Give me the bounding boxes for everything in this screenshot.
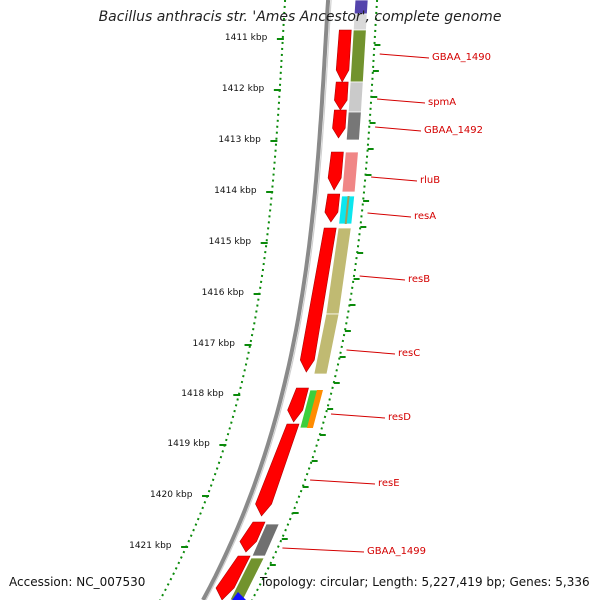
backbone-highlight bbox=[205, 0, 332, 600]
gene-label-rese[interactable]: resE bbox=[378, 478, 400, 489]
gene-leader-line bbox=[371, 176, 418, 182]
gene-leader-line bbox=[379, 53, 430, 59]
scale-label-1419: 1419 kbp bbox=[167, 439, 210, 449]
cds-arrow bbox=[239, 521, 266, 553]
scale-label-1421: 1421 kbp bbox=[129, 541, 172, 551]
gene-block-gbaa-1492 bbox=[345, 111, 362, 141]
cds-arrow bbox=[324, 193, 341, 223]
gene-leader-line bbox=[359, 275, 406, 281]
cds-arrow bbox=[335, 29, 352, 83]
gene-label-gbaa-1492[interactable]: GBAA_1492 bbox=[424, 125, 484, 136]
cds-arrow bbox=[215, 555, 251, 600]
gene-label-resa[interactable]: resA bbox=[414, 211, 437, 222]
gene-label-gbaa-1490[interactable]: GBAA_1490 bbox=[432, 52, 492, 63]
scale-label-1420: 1420 kbp bbox=[150, 490, 193, 500]
blue-feature-marker bbox=[232, 592, 246, 600]
topology-text: Topology: circular; Length: 5,227,419 bp… bbox=[260, 575, 590, 589]
right-ruler-dotted bbox=[251, 0, 379, 600]
gene-label-resb[interactable]: resB bbox=[408, 274, 431, 285]
cds-arrow bbox=[299, 227, 337, 373]
cds-arrow bbox=[332, 109, 347, 139]
scale-label-1414: 1414 kbp bbox=[214, 186, 257, 196]
cds-arrow bbox=[255, 423, 300, 517]
gene-block-resc bbox=[313, 313, 340, 375]
gene-block-gbaa-1499 bbox=[251, 523, 280, 557]
gene-leader-line bbox=[310, 479, 376, 485]
accession-text: Accession: NC_007530 bbox=[9, 575, 146, 589]
gene-label-spma[interactable]: spmA bbox=[428, 97, 457, 108]
gene-leader-line bbox=[375, 126, 422, 132]
cds-arrow bbox=[327, 151, 344, 191]
scale-label-1418: 1418 kbp bbox=[181, 389, 224, 399]
gene-block-gbaa-1490 bbox=[349, 29, 367, 83]
gene-leader-line bbox=[330, 413, 386, 419]
gene-label-resd[interactable]: resD bbox=[388, 412, 411, 423]
left-ruler-dotted bbox=[159, 0, 287, 600]
cds-arrow bbox=[287, 387, 309, 423]
gene-block-resd-accent bbox=[306, 390, 323, 428]
cds-arrow bbox=[334, 81, 349, 111]
gene-label-rlub[interactable]: rluB bbox=[420, 175, 441, 186]
gene-leader-line bbox=[376, 98, 426, 104]
backbone-line bbox=[201, 0, 331, 600]
scale-label-1412: 1412 kbp bbox=[221, 84, 265, 94]
gene-block-downstream bbox=[229, 557, 265, 600]
gene-label-resc[interactable]: resC bbox=[398, 348, 421, 359]
scale-label-1417: 1417 kbp bbox=[192, 339, 235, 349]
gene-block-spma bbox=[347, 81, 364, 113]
gene-leader-line bbox=[346, 349, 396, 355]
gene-block-rlub bbox=[341, 151, 359, 193]
gene-leader-line bbox=[282, 547, 365, 553]
gene-label-gbaa-1499[interactable]: GBAA_1499 bbox=[367, 546, 427, 557]
scale-label-1413: 1413 kbp bbox=[218, 135, 261, 145]
map-title: Bacillus anthracis str. 'Ames Ancestor',… bbox=[98, 9, 502, 25]
gene-leader-line bbox=[367, 212, 412, 218]
gene-block-resa-accent bbox=[344, 196, 350, 224]
scale-label-1411: 1411 kbp bbox=[224, 33, 268, 43]
scale-label-1416: 1416 kbp bbox=[201, 288, 244, 298]
scale-label-1415: 1415 kbp bbox=[208, 237, 252, 247]
